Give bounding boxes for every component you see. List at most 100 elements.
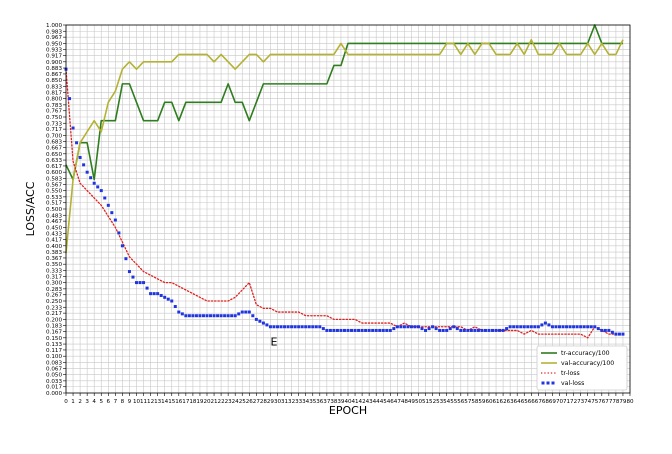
x-tick-label: 29: [267, 399, 275, 405]
y-tick-label: 0.167: [46, 330, 62, 336]
data-point-val-loss: [385, 328, 389, 332]
data-point-val-loss: [233, 314, 237, 318]
x-tick-label: 27: [253, 399, 261, 405]
data-point-val-loss: [427, 327, 431, 331]
y-tick-label: 0.133: [46, 342, 62, 348]
data-point-val-loss: [462, 328, 466, 332]
y-tick-label: 0.650: [46, 152, 62, 158]
data-point-val-loss: [117, 231, 121, 235]
data-point-val-loss: [399, 325, 403, 329]
data-point-val-loss: [452, 325, 456, 329]
x-tick-label: 8: [121, 399, 125, 405]
data-point-val-loss: [441, 328, 445, 332]
data-point-val-loss: [166, 297, 170, 301]
x-tick-label: 43: [366, 399, 374, 405]
data-point-val-loss: [290, 325, 294, 329]
y-tick-label: 0.417: [46, 238, 62, 244]
data-point-val-loss: [258, 319, 262, 323]
y-tick-label: 0.967: [46, 35, 62, 41]
data-point-val-loss: [505, 327, 509, 331]
data-point-val-loss: [402, 325, 406, 329]
data-point-val-loss: [194, 314, 198, 318]
data-point-val-loss: [120, 244, 124, 248]
x-tick-label: 10: [133, 399, 141, 405]
x-tick-label: 6: [107, 399, 111, 405]
data-point-val-loss: [187, 314, 191, 318]
x-tick-label: 57: [464, 399, 472, 405]
legend-label-val-accuracy-100: val-accuracy/100: [561, 360, 614, 367]
data-point-val-loss: [593, 325, 597, 329]
y-tick-label: 0.050: [46, 373, 62, 379]
x-tick-label: 33: [295, 399, 303, 405]
data-point-val-loss: [75, 141, 79, 145]
x-tick-label: 67: [535, 399, 543, 405]
x-tick-label: 37: [323, 399, 331, 405]
data-point-val-loss: [198, 314, 202, 318]
series-lines: [64, 24, 625, 339]
data-point-val-loss: [582, 325, 586, 329]
data-point-val-loss: [586, 325, 590, 329]
data-point-val-loss: [487, 328, 491, 332]
data-point-val-loss: [216, 314, 220, 318]
data-point-val-loss: [219, 314, 223, 318]
x-tick-label: 78: [612, 399, 620, 405]
data-point-val-loss: [332, 328, 336, 332]
data-point-val-loss: [212, 314, 216, 318]
y-tick-label: 0.200: [46, 317, 62, 323]
y-tick-label: 0.000: [46, 391, 62, 397]
data-point-val-loss: [342, 328, 346, 332]
annotation-label: E: [270, 335, 277, 348]
data-point-val-loss: [413, 325, 417, 329]
data-point-val-loss: [279, 325, 283, 329]
y-tick-label: 0.517: [46, 201, 62, 207]
data-point-val-loss: [110, 211, 114, 215]
data-point-val-loss: [409, 325, 413, 329]
data-point-val-loss: [572, 325, 576, 329]
data-point-val-loss: [424, 328, 428, 332]
data-point-val-loss: [152, 292, 156, 296]
data-point-val-loss: [455, 327, 459, 331]
y-tick-label: 0.183: [46, 324, 62, 330]
y-tick-label: 0.450: [46, 225, 62, 231]
grid: [65, 24, 631, 394]
x-tick-label: 65: [521, 399, 529, 405]
x-tick-label: 56: [457, 399, 465, 405]
data-point-val-loss: [575, 325, 579, 329]
x-tick-label: 64: [514, 399, 522, 405]
data-point-val-loss: [392, 327, 396, 331]
x-tick-label: 1: [71, 399, 75, 405]
y-tick-label: 0.383: [46, 250, 62, 256]
data-point-val-loss: [417, 325, 420, 329]
data-point-val-loss: [607, 328, 611, 332]
x-tick-label: 35: [309, 399, 317, 405]
x-tick-label: 30: [274, 399, 282, 405]
x-tick-label: 52: [429, 399, 436, 405]
x-tick-label: 24: [232, 399, 240, 405]
y-tick-label: 0.883: [46, 66, 62, 72]
x-tick-label: 18: [189, 399, 197, 405]
data-point-val-loss: [561, 325, 565, 329]
data-point-val-loss: [127, 270, 131, 274]
y-tick-label: 0.267: [46, 293, 62, 299]
data-point-val-loss: [547, 323, 551, 327]
legend: tr-accuracy/100 val-accuracy/100 tr-loss va…: [536, 345, 628, 391]
data-point-val-loss: [498, 328, 502, 332]
data-point-val-loss: [230, 314, 234, 318]
data-point-val-loss: [124, 257, 128, 261]
data-point-val-loss: [205, 314, 209, 318]
legend-label-tr-accuracy-100: tr-accuracy/100: [561, 350, 610, 357]
x-tick-label: 28: [260, 399, 268, 405]
y-tick-label: 0.767: [46, 109, 62, 115]
data-point-val-loss: [529, 325, 533, 329]
x-tick-label: 2: [78, 399, 82, 405]
data-point-val-loss: [600, 328, 604, 332]
x-tick-label: 60: [485, 399, 493, 405]
x-tick-label: 55: [450, 399, 458, 405]
data-point-val-loss: [318, 325, 322, 329]
x-tick-label: 44: [373, 399, 381, 405]
y-tick-label: 0.333: [46, 268, 62, 274]
data-point-val-loss: [237, 312, 241, 316]
y-tick-label: 0.433: [46, 232, 62, 238]
data-point-val-loss: [314, 325, 318, 329]
data-point-val-loss: [459, 328, 463, 332]
